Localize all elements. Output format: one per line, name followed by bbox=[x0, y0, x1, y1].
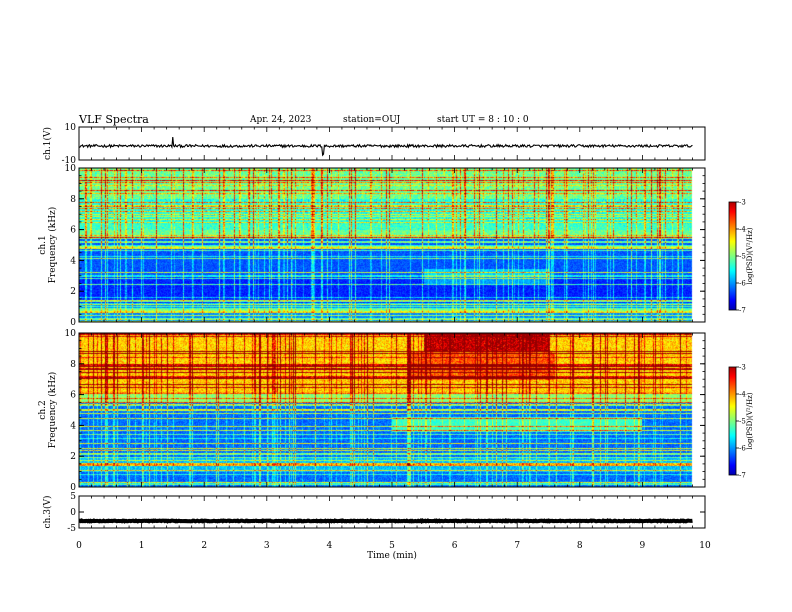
ch2-spectrogram-ytick-label: 4 bbox=[70, 421, 76, 431]
ch2-spectrogram-ytick-label: 0 bbox=[70, 483, 76, 493]
ch2-spectrogram-ytick-label: 8 bbox=[70, 360, 76, 370]
start-time-label: start UT = 8 : 10 : 0 bbox=[437, 115, 529, 125]
ch1-waveform-ytick-label: -10 bbox=[62, 156, 77, 166]
ch1-spectrogram-frame bbox=[78, 167, 706, 323]
xtick-label: 4 bbox=[327, 541, 333, 551]
ch1-spectrogram-colorbar-tick-label: -6 bbox=[739, 280, 746, 288]
ch2-spectrogram-ytick-label: 10 bbox=[65, 329, 77, 339]
ch2-spectrogram-ytick-label: 6 bbox=[70, 391, 76, 401]
xtick-label: 9 bbox=[640, 541, 646, 551]
ch1-spectrogram-ytick-label: 10 bbox=[65, 164, 77, 174]
station-label: station=OUJ bbox=[343, 115, 401, 125]
xtick-label: 7 bbox=[514, 541, 520, 551]
ch1-waveform-ylabel: ch.1(V) bbox=[42, 127, 53, 160]
xtick-label: 8 bbox=[577, 541, 583, 551]
ch1-spectrogram-ytick-label: 0 bbox=[70, 318, 76, 328]
ch1-spectrogram-colorbar-tick-label: -7 bbox=[739, 307, 746, 315]
ch2-spectrogram-ylabel: ch.2 bbox=[38, 400, 48, 419]
ch2-spectrogram-colorbar-tick-label: -3 bbox=[739, 364, 746, 372]
ch1-spectrogram-ytick-label: 2 bbox=[70, 287, 76, 297]
ch2-spectrogram-ytick-label: 2 bbox=[70, 452, 76, 462]
ch1-waveform-ytick-label: 10 bbox=[65, 123, 77, 133]
ch1-spectrogram-colorbar-tick-label: -5 bbox=[739, 253, 746, 261]
xtick-label: 6 bbox=[452, 541, 458, 551]
ch1-spectrogram-ytick-label: 6 bbox=[70, 226, 76, 236]
xaxis-label: Time (min) bbox=[367, 550, 417, 561]
ch3-waveform-ylabel: ch.3(V) bbox=[42, 496, 53, 529]
ch1-spectrogram-ytick-label: 4 bbox=[70, 256, 76, 266]
ch1-spectrogram-colorbar-label: log(PSD)(V²/Hz) bbox=[746, 227, 754, 284]
xtick-label: 0 bbox=[76, 541, 82, 551]
xtick-label: 1 bbox=[139, 541, 145, 551]
ch1-spectrogram-ylabel: ch.1 bbox=[38, 235, 48, 254]
ch2-spectrogram bbox=[79, 333, 693, 487]
ch2-spectrogram-colorbar-label: log(PSD)(V²/Hz) bbox=[746, 392, 754, 449]
ch2-spectrogram-colorbar-tick-label: -5 bbox=[739, 418, 746, 426]
xtick-label: 10 bbox=[699, 541, 711, 551]
xtick-label: 2 bbox=[201, 541, 207, 551]
xtick-label: 3 bbox=[264, 541, 270, 551]
ch3-waveform-trace bbox=[78, 518, 693, 524]
ch1-spectrogram-colorbar-frame bbox=[728, 201, 737, 311]
ch1-spectrogram-colorbar-tick-label: -3 bbox=[739, 199, 746, 207]
date-label: Apr. 24, 2023 bbox=[250, 115, 312, 125]
ch3-waveform-ytick-label: 0 bbox=[70, 508, 76, 518]
figure-title: VLF Spectra bbox=[79, 113, 149, 126]
ch2-spectrogram-frame bbox=[78, 332, 706, 488]
ch1-spectrogram bbox=[79, 168, 693, 322]
xtick-label: 5 bbox=[389, 541, 395, 551]
ch1-spectrogram-ytick-label: 8 bbox=[70, 195, 76, 205]
ch2-spectrogram-colorbar-frame bbox=[728, 366, 737, 476]
ch3-waveform-ytick-label: -5 bbox=[67, 524, 76, 534]
ch1-colorbar bbox=[729, 202, 736, 310]
ch1-spectrogram-colorbar-tick-label: -4 bbox=[739, 226, 746, 234]
ch2-spectrogram-colorbar-tick-label: -4 bbox=[739, 391, 746, 399]
ch2-spectrogram-colorbar-tick-label: -6 bbox=[739, 445, 746, 453]
ch2-spectrogram-colorbar-tick-label: -7 bbox=[739, 472, 746, 480]
ch3-waveform-ytick-label: 5 bbox=[70, 492, 76, 502]
ch2-spectrogram-ylabel: Frequency (kHz) bbox=[47, 372, 58, 449]
ch1-spectrogram-ylabel: Frequency (kHz) bbox=[47, 207, 58, 284]
ch2-colorbar bbox=[729, 367, 736, 475]
ch1-waveform-trace bbox=[78, 137, 693, 157]
